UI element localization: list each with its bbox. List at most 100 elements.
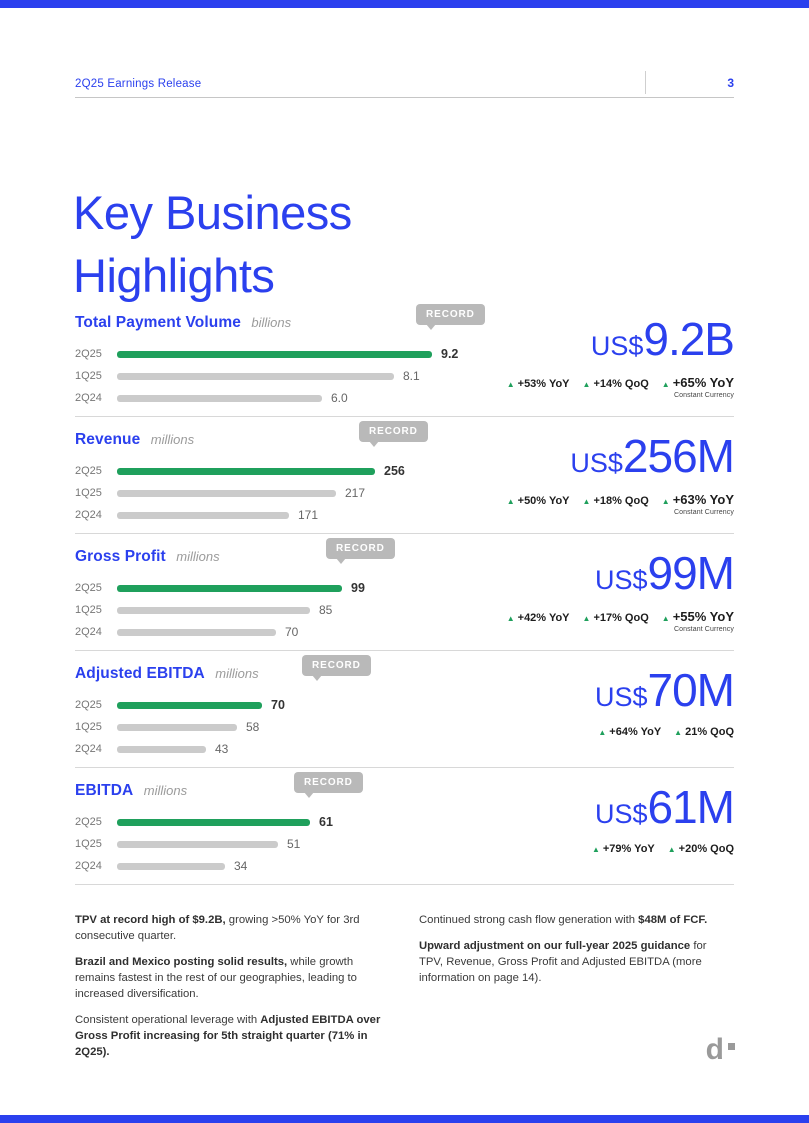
stat-label: +55% YoY [672, 609, 734, 624]
headline-value: US$ 256M [507, 429, 735, 483]
record-badge-label: RECORD [312, 660, 361, 671]
record-badge-label: RECORD [426, 309, 475, 320]
up-triangle-icon: ▲ [598, 728, 607, 737]
bar-prior-quarter [117, 372, 394, 380]
chart-row: 1Q25 8.1 [75, 365, 458, 387]
chart-row: 2Q25 61 [75, 811, 333, 833]
section-unit-label: millions [143, 783, 188, 798]
headline-number: 99M [647, 547, 735, 599]
stat-qoq: ▲ 21% QoQ [674, 726, 734, 738]
record-badge: RECORD [294, 772, 363, 798]
row-label: 1Q25 [75, 721, 102, 733]
section-highlight: US$ 9.2B ▲ +53% YoY ▲ +14% QoQ ▲ +65% YoY C… [507, 312, 735, 399]
chart-row: 2Q24 6.0 [75, 387, 458, 409]
bar-current-quarter [117, 701, 262, 709]
stat-label: +79% YoY [602, 843, 655, 855]
footnote-paragraph: Upward adjustment on our full-year 2025 … [419, 940, 707, 985]
stat-yoy: ▲ +64% YoY [598, 726, 661, 738]
section-title: EBITDA [75, 782, 134, 799]
stat-label: +50% YoY [517, 495, 570, 507]
stat-qoq: ▲ +14% QoQ [583, 378, 649, 390]
bar-prior-quarter [117, 840, 278, 848]
section-header: Adjusted EBITDA millions [75, 665, 259, 683]
up-triangle-icon: ▲ [506, 380, 515, 389]
row-value: 51 [287, 837, 301, 851]
stat-label: +65% YoY [672, 375, 734, 390]
up-triangle-icon: ▲ [661, 380, 670, 389]
section-highlight: US$ 70M ▲ +64% YoY ▲ 21% QoQ [595, 663, 735, 738]
stat-label: 21% QoQ [685, 726, 734, 738]
row-value: 6.0 [331, 391, 348, 405]
chart-row: 2Q25 9.2 [75, 343, 458, 365]
stat-qoq: ▲ +20% QoQ [668, 843, 734, 855]
record-badge-label: RECORD [336, 543, 385, 554]
constant-currency-note: Constant Currency [673, 392, 734, 399]
page-header: 2Q25 Earnings Release 3 [75, 76, 734, 90]
record-badge-label: RECORD [369, 426, 418, 437]
row-label: 2Q25 [75, 348, 102, 360]
stat-yoy: ▲ +50% YoY [507, 495, 570, 507]
bar-current-quarter [117, 818, 310, 826]
section-unit-label: millions [150, 432, 195, 447]
headline-number: 256M [622, 430, 735, 482]
bar-chart-tpv: 2Q25 9.2 1Q25 8.1 2Q24 6.0 [75, 343, 458, 409]
page-number: 3 [727, 76, 734, 90]
headline-value: US$ 9.2B [507, 312, 735, 366]
stat-label: +14% QoQ [593, 378, 649, 390]
footnote-paragraph: TPV at record high of $9.2B, growing >50… [75, 914, 360, 943]
row-label: 1Q25 [75, 487, 102, 499]
header-vertical-divider [645, 71, 646, 94]
chart-row: 1Q25 217 [75, 482, 405, 504]
bar-prior-quarter [117, 606, 310, 614]
growth-stats: ▲ +42% YoY ▲ +17% QoQ ▲ +55% YoY [507, 609, 734, 624]
up-triangle-icon: ▲ [506, 497, 515, 506]
stat-label: +53% YoY [517, 378, 570, 390]
section-title: Gross Profit [75, 548, 166, 565]
up-triangle-icon: ▲ [506, 614, 515, 623]
row-label: 2Q24 [75, 392, 102, 404]
row-value: 217 [345, 486, 366, 500]
row-value: 85 [319, 603, 333, 617]
growth-stats: ▲ +53% YoY ▲ +14% QoQ ▲ +65% YoY [507, 375, 734, 390]
top-accent-bar [0, 0, 809, 8]
bar-current-quarter [117, 584, 342, 592]
row-value: 34 [234, 859, 248, 873]
kpi-section-ebitda: EBITDA millions RECORD 2Q25 61 1Q25 51 [75, 768, 735, 885]
chart-row: 2Q25 70 [75, 694, 285, 716]
stat-label: +18% QoQ [593, 495, 649, 507]
growth-stats: ▲ +64% YoY ▲ 21% QoQ [595, 726, 734, 738]
currency-prefix: US$ [590, 331, 644, 361]
commentary: TPV at record high of $9.2B, growing >50… [75, 912, 734, 1070]
chart-row: 2Q24 34 [75, 855, 333, 877]
section-header: Total Payment Volume billions [75, 314, 291, 332]
section-header: Revenue millions [75, 431, 194, 449]
section-highlight: US$ 99M ▲ +42% YoY ▲ +17% QoQ ▲ +55% YoY Co… [507, 546, 735, 633]
chart-row: 2Q25 256 [75, 460, 405, 482]
stat-label: +17% QoQ [593, 612, 649, 624]
bar-year-ago-quarter [117, 511, 289, 519]
bar-year-ago-quarter [117, 745, 206, 753]
record-badge: RECORD [326, 538, 395, 564]
stat-yoy: ▲ +42% YoY [507, 612, 570, 624]
kpi-section-gross-profit: Gross Profit millions RECORD 2Q25 99 1Q2… [75, 534, 735, 651]
section-header: EBITDA millions [75, 782, 187, 800]
headline-number: 9.2B [643, 313, 735, 365]
section-highlight: US$ 256M ▲ +50% YoY ▲ +18% QoQ ▲ +63% YoY C… [507, 429, 735, 516]
kpi-section-total-payment-volume: Total Payment Volume billions RECORD 2Q2… [75, 300, 735, 417]
footnote-paragraph: Brazil and Mexico posting solid results,… [75, 956, 357, 1001]
row-value: 70 [285, 625, 299, 639]
dlocal-logo: d [706, 1035, 735, 1065]
up-triangle-icon: ▲ [591, 845, 600, 854]
footnote-paragraph: Consistent operational leverage with Adj… [75, 1014, 381, 1059]
bottom-accent-bar [0, 1115, 809, 1123]
up-triangle-icon: ▲ [582, 614, 591, 623]
row-value: 8.1 [403, 369, 420, 383]
chart-row: 1Q25 58 [75, 716, 285, 738]
bar-year-ago-quarter [117, 628, 276, 636]
stat-label: +63% YoY [672, 492, 734, 507]
chart-row: 2Q25 99 [75, 577, 365, 599]
row-label: 2Q25 [75, 465, 102, 477]
stat-qoq: ▲ +17% QoQ [583, 612, 649, 624]
chart-row: 1Q25 85 [75, 599, 365, 621]
